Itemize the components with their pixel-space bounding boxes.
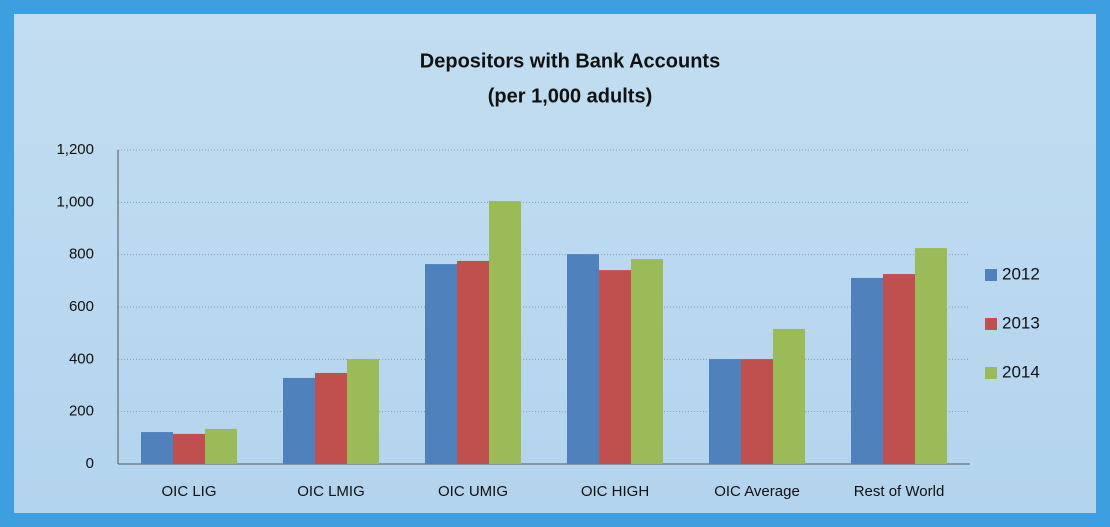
bar [915,248,947,464]
bar [741,359,773,464]
y-tick-label: 400 [69,350,94,367]
y-tick-label: 1,000 [56,193,94,210]
chart-subtitle: (per 1,000 adults) [488,85,653,107]
y-tick-label: 1,200 [56,141,94,158]
legend-swatch [985,367,997,379]
bar [709,359,741,464]
legend-swatch [985,318,997,330]
legend-text: 2013 [1002,313,1040,332]
x-tick-label: OIC LMIG [297,483,365,500]
chart-title: Depositors with Bank Accounts [420,50,720,72]
bar [851,277,883,464]
bar [347,359,379,464]
legend-text: 2012 [1002,264,1040,283]
bar [141,432,173,464]
legend-swatch [985,269,997,281]
y-tick-label: 200 [69,403,94,420]
bar [457,260,489,464]
bar [773,328,805,464]
bar [883,274,915,464]
bar [315,372,347,464]
bar [173,433,205,464]
y-tick-label: 800 [69,246,94,263]
bar [631,259,663,464]
x-tick-label: OIC HIGH [581,483,649,500]
x-tick-label: OIC Average [714,483,800,500]
x-tick-label: OIC UMIG [438,483,508,500]
bar [567,254,599,464]
x-tick-label: Rest of World [854,483,945,500]
bar [283,377,315,464]
bar [599,270,631,464]
bar [489,201,521,464]
bar [205,428,237,464]
x-tick-label: OIC LIG [161,483,216,500]
y-tick-label: 600 [69,298,94,315]
legend-text: 2014 [1002,362,1040,381]
y-tick-label: 0 [86,455,94,472]
bar [425,264,457,464]
